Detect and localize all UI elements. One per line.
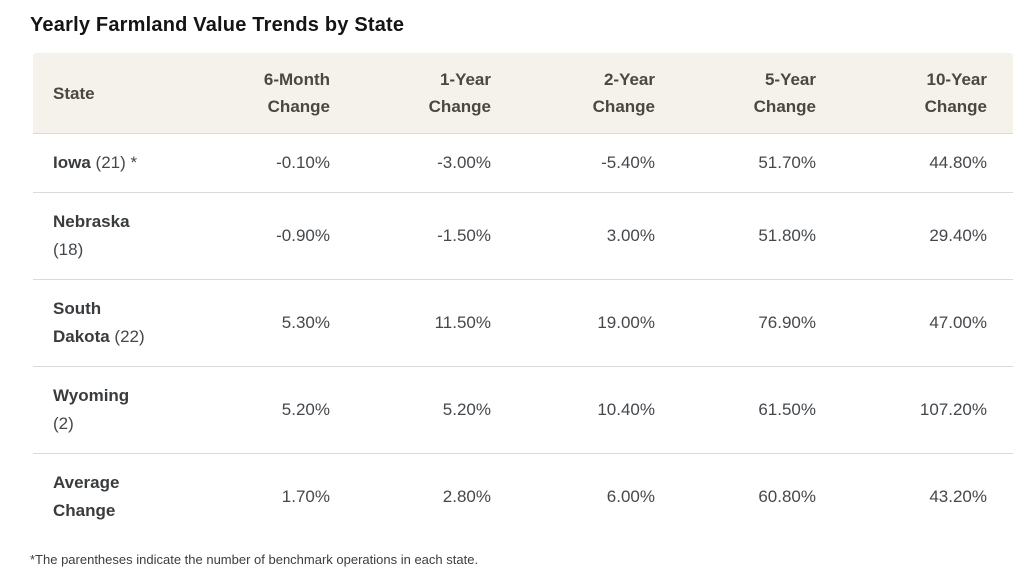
farmland-trends-table: State 6-Month Change 1-Year Change 2-Yea… xyxy=(33,53,1013,540)
value-cell: -0.90% xyxy=(203,192,356,280)
column-header-5-year: 5-Year Change xyxy=(681,53,842,134)
value-cell: 43.20% xyxy=(842,453,1013,540)
value-cell: 11.50% xyxy=(356,279,517,367)
value-cell: 19.00% xyxy=(517,279,681,367)
value-cell: 107.20% xyxy=(842,366,1013,454)
table-row: Iowa (21) * -0.10% -3.00% -5.40% 51.70% … xyxy=(33,133,1013,193)
value-cell: 1.70% xyxy=(203,453,356,540)
table-row: South Dakota (22) 5.30% 11.50% 19.00% 76… xyxy=(33,279,1013,367)
column-header-2-year: 2-Year Change xyxy=(517,53,681,134)
state-cell: Wyoming (2) xyxy=(33,366,203,454)
value-cell: 5.20% xyxy=(203,366,356,454)
footnote: *The parentheses indicate the number of … xyxy=(30,552,479,567)
state-cell: Average Change xyxy=(33,453,203,540)
state-name: South Dakota xyxy=(53,299,110,346)
state-cell: South Dakota (22) xyxy=(33,279,203,367)
value-cell: 76.90% xyxy=(681,279,842,367)
value-cell: -0.10% xyxy=(203,133,356,193)
state-name: Nebraska xyxy=(53,212,130,231)
state-cell: Iowa (21) * xyxy=(33,133,203,193)
page-title: Yearly Farmland Value Trends by State xyxy=(30,14,405,36)
value-cell: 2.80% xyxy=(356,453,517,540)
value-cell: 29.40% xyxy=(842,192,1013,280)
state-note: (21) * xyxy=(95,153,138,172)
state-note: (18) xyxy=(53,240,84,259)
value-cell: 10.40% xyxy=(517,366,681,454)
value-cell: 5.30% xyxy=(203,279,356,367)
table-row-average: Average Change 1.70% 2.80% 6.00% 60.80% … xyxy=(33,453,1013,540)
value-cell: 3.00% xyxy=(517,192,681,280)
state-note: (22) xyxy=(114,327,145,346)
value-cell: 5.20% xyxy=(356,366,517,454)
value-cell: 44.80% xyxy=(842,133,1013,193)
value-cell: -3.00% xyxy=(356,133,517,193)
value-cell: 61.50% xyxy=(681,366,842,454)
column-header-state: State xyxy=(33,53,203,134)
state-name: Wyoming xyxy=(53,386,130,405)
value-cell: -1.50% xyxy=(356,192,517,280)
value-cell: 47.00% xyxy=(842,279,1013,367)
table-header-row: State 6-Month Change 1-Year Change 2-Yea… xyxy=(33,53,1013,134)
value-cell: 51.70% xyxy=(681,133,842,193)
column-header-10-year: 10-Year Change xyxy=(842,53,1013,134)
value-cell: -5.40% xyxy=(517,133,681,193)
state-name: Iowa xyxy=(53,153,91,172)
column-header-1-year: 1-Year Change xyxy=(356,53,517,134)
state-note: (2) xyxy=(53,414,74,433)
table-row: Nebraska (18) -0.90% -1.50% 3.00% 51.80%… xyxy=(33,192,1013,280)
state-cell: Nebraska (18) xyxy=(33,192,203,280)
value-cell: 51.80% xyxy=(681,192,842,280)
state-name: Average Change xyxy=(53,473,120,520)
column-header-6-month: 6-Month Change xyxy=(203,53,356,134)
table-row: Wyoming (2) 5.20% 5.20% 10.40% 61.50% 10… xyxy=(33,366,1013,454)
value-cell: 60.80% xyxy=(681,453,842,540)
value-cell: 6.00% xyxy=(517,453,681,540)
